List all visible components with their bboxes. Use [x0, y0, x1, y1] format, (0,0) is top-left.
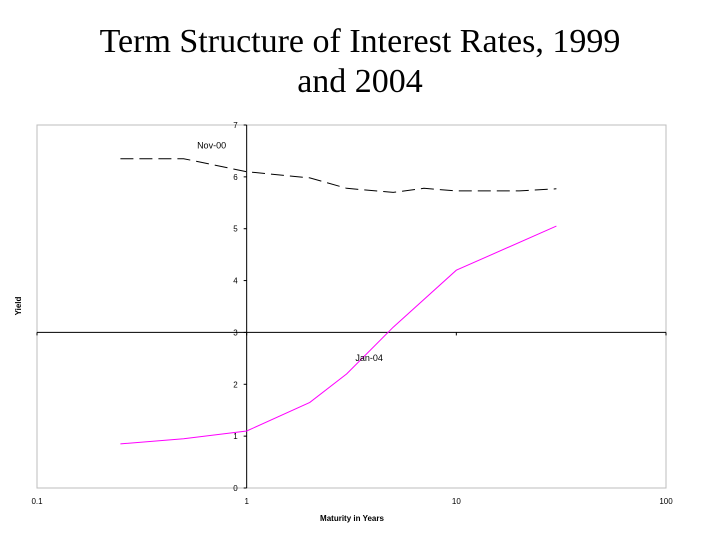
- x-axis-label: Maturity in Years: [320, 514, 384, 523]
- annotations: Nov-00 Jan-04: [197, 140, 383, 363]
- title-line-1: Term Structure of Interest Rates, 1999: [99, 23, 621, 60]
- slide-title: Term Structure of Interest Rates, 1999 a…: [0, 22, 720, 102]
- x-tick-label: 100: [659, 497, 673, 506]
- series-annotation: Jan-04: [355, 353, 383, 363]
- series: [120, 158, 557, 445]
- title-line-2: and 2004: [297, 63, 423, 100]
- x-tick-label: 1: [244, 497, 249, 506]
- y-tick-label: 2: [233, 380, 238, 389]
- y-tick-label: 5: [233, 225, 238, 234]
- plot-area-border: [36, 124, 667, 489]
- x-tick-label: 10: [452, 497, 461, 506]
- y-tick-label: 1: [233, 432, 238, 441]
- series-line-jan-04: [120, 225, 557, 445]
- y-tick-label: 7: [233, 121, 238, 130]
- y-tick-label: 3: [233, 328, 238, 337]
- y-tick-label: 6: [233, 173, 238, 182]
- series-line-nov-00: [120, 158, 557, 193]
- series-annotation: Nov-00: [197, 140, 226, 150]
- x-tick-label: 0.1: [31, 497, 43, 506]
- y-axis-label: Yield: [14, 296, 23, 315]
- y-tick-label: 4: [233, 277, 238, 286]
- y-tick-label: 0: [233, 484, 238, 493]
